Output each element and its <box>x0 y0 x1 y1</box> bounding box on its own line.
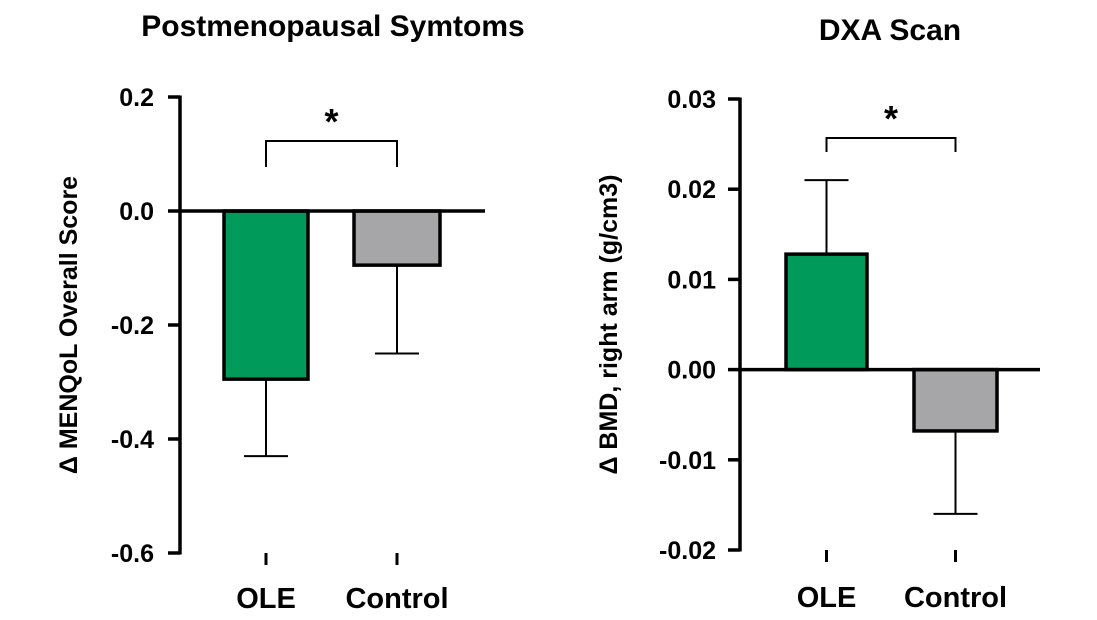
category-label-control: Control <box>904 582 1007 614</box>
y-tick-label: 0.01 <box>667 266 716 294</box>
bar-control <box>912 367 999 433</box>
bar-ole <box>222 209 310 381</box>
y-tick-label: -0.02 <box>659 537 716 565</box>
panel-dxa-scan: DXA Scan Δ BMD, right arm (g/cm3) 0.03 0.02… <box>595 14 1040 614</box>
significance-bracket <box>825 137 957 152</box>
category-label-control: Control <box>345 583 448 615</box>
chart-title: DXA Scan <box>819 14 961 47</box>
significance-bracket <box>265 140 398 167</box>
y-tick-label: 0.03 <box>667 86 716 114</box>
y-tick-label: 0.00 <box>667 357 716 385</box>
y-tick-label: 0.0 <box>119 198 154 226</box>
y-tick-label: 0.02 <box>667 176 716 204</box>
significance-star: * <box>324 101 338 142</box>
panel-postmenopausal-symptoms: Postmenopausal Symtoms Δ MENQoL Overall S… <box>55 10 525 615</box>
bar-control <box>352 209 442 267</box>
y-axis-label: Δ MENQoL Overall Score <box>55 176 83 474</box>
chart-title: Postmenopausal Symtoms <box>141 10 524 43</box>
y-tick-label: 0.2 <box>119 84 154 112</box>
bar-ole <box>784 252 869 372</box>
y-tick-label: -0.01 <box>659 447 716 475</box>
y-tick-label: -0.4 <box>111 426 154 454</box>
y-tick-label: -0.6 <box>111 540 154 568</box>
y-tick-label: -0.2 <box>111 312 154 340</box>
category-label-ole: OLE <box>236 583 296 615</box>
category-label-ole: OLE <box>797 582 857 614</box>
significance-star: * <box>884 98 898 139</box>
y-axis-label: Δ BMD, right arm (g/cm3) <box>595 175 623 475</box>
